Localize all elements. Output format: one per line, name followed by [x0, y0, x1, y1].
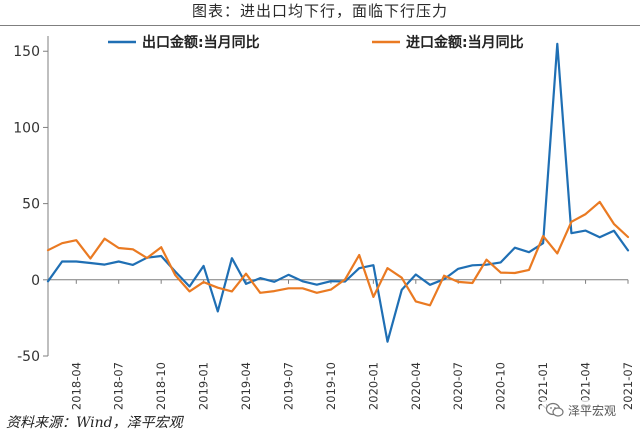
series-lines [46, 42, 630, 343]
x-tick-label: 2019-07 [281, 362, 295, 410]
x-tick-label: 2020-07 [451, 362, 465, 410]
y-tick-label: 0 [31, 273, 40, 289]
x-tick-label: 2018-07 [112, 362, 126, 410]
x-tick-label: 2020-01 [366, 362, 380, 410]
x-tick-label: 2018-10 [154, 362, 168, 410]
source-note: 资料来源：Wind，泽平宏观 [6, 415, 183, 431]
x-tick-label: 2020-10 [494, 362, 508, 410]
x-tick-label: 2019-10 [324, 362, 338, 410]
y-tick-label: 100 [13, 120, 40, 136]
y-tick-label: 50 [22, 197, 40, 213]
series-line-1 [46, 42, 630, 343]
legend: 出口金额:当月同比 进口金额:当月同比 [108, 34, 524, 51]
x-tick-label: 2021-04 [579, 362, 593, 410]
x-tick-label: 2018-04 [69, 362, 83, 410]
line-chart: 出口金额:当月同比 进口金额:当月同比 -50 0 50 100 150 2018-04 20… [13, 34, 635, 410]
title-divider [0, 25, 640, 26]
x-tick-label: 2021-07 [621, 362, 635, 410]
x-tick-label: 2021-01 [536, 362, 550, 410]
x-tick-label: 2020-04 [409, 362, 423, 410]
y-tick-label: -50 [17, 349, 40, 365]
axes: -50 0 50 100 150 2018-04 2018-07 2018-10 2019-01… [13, 36, 635, 410]
chart-title: 图表：进出口均下行，面临下行压力 [191, 2, 448, 20]
watermark: 泽平宏观 [541, 400, 620, 420]
y-tick-label: 150 [13, 44, 40, 60]
legend-label-2: 进口金额:当月同比 [406, 34, 524, 51]
series-line-2 [46, 200, 630, 307]
legend-label-1: 出口金额:当月同比 [142, 34, 260, 51]
x-tick-label: 2019-01 [197, 362, 211, 410]
wechat-icon [545, 402, 564, 417]
x-tick-label: 2019-04 [239, 362, 253, 410]
watermark-text: 泽平宏观 [567, 403, 616, 418]
